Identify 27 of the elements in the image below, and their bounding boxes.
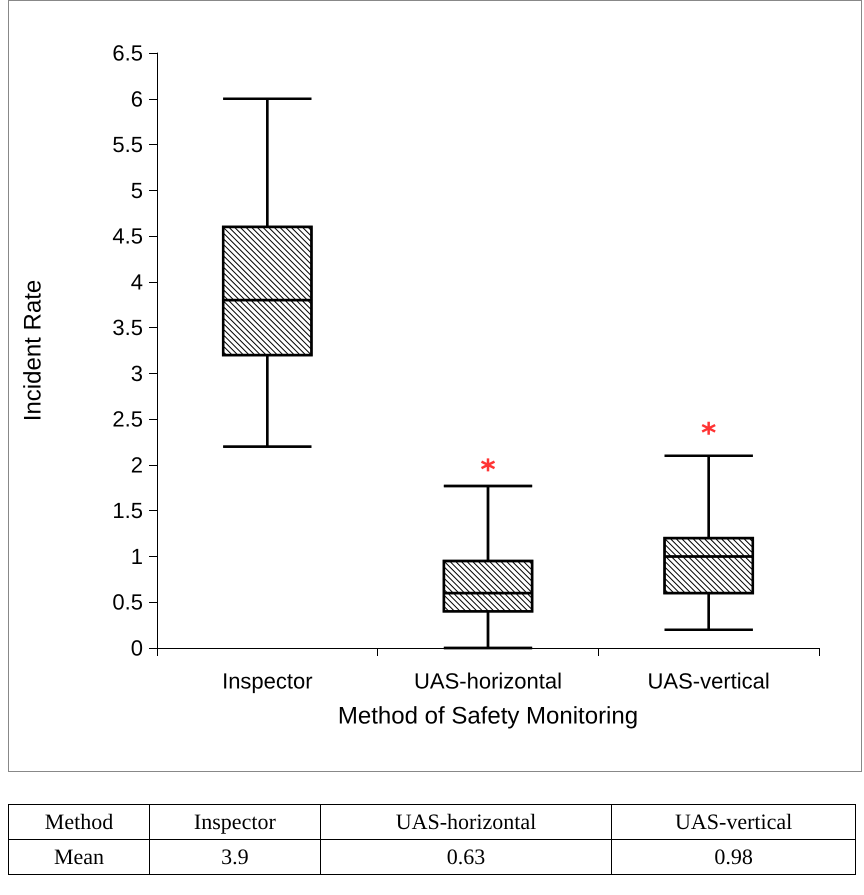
category-label: UAS-vertical	[648, 668, 770, 694]
y-tick-label: 2.5	[112, 406, 143, 432]
x-axis-title: Method of Safety Monitoring	[338, 702, 638, 730]
y-axis-title: Incident Rate	[20, 280, 46, 422]
category-label: UAS-horizontal	[414, 668, 562, 694]
y-tick-label: 3	[130, 360, 143, 386]
y-tick-label: 1	[130, 544, 143, 569]
x-tick-label: Inspector	[150, 804, 320, 840]
text: 3.9	[150, 840, 320, 874]
text: Mean	[8, 840, 150, 874]
x-tick-label: UAS-horizontal	[320, 804, 612, 840]
y-tick-label: 3.5	[112, 315, 143, 340]
y-tick-label: 2	[130, 452, 143, 478]
y-tick-label: 6.5	[112, 40, 143, 66]
category-label: Inspector	[222, 668, 313, 694]
y-tick-label: 6	[130, 86, 143, 112]
y-tick-label: 5.5	[112, 132, 143, 158]
text: Method	[8, 804, 150, 840]
text: 0.98	[612, 840, 856, 874]
y-tick-label: 4.5	[112, 224, 143, 249]
y-tick-label: 4	[130, 269, 143, 294]
y-tick-label: 0	[130, 636, 143, 660]
x-tick-label: UAS-vertical	[612, 804, 856, 840]
text: 0.63	[320, 840, 612, 874]
y-tick-label: 5	[130, 178, 143, 203]
y-tick-label: 0.5	[112, 590, 143, 615]
y-tick-label: 1.5	[112, 498, 143, 524]
